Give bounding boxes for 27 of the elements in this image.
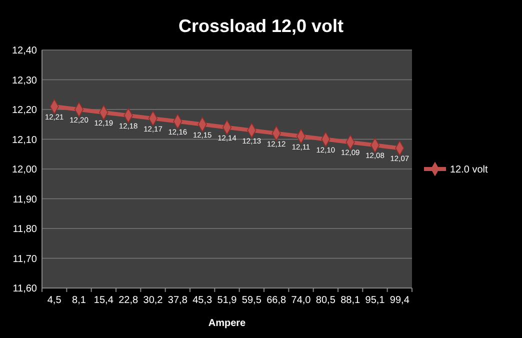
x-tick-label: 66,8 [266, 295, 286, 306]
x-axis-title: Ampere [208, 318, 246, 329]
y-tick-label: 12,00 [12, 164, 38, 176]
chart-title: Crossload 12,0 volt [178, 16, 344, 36]
x-tick-label: 74,0 [291, 295, 312, 306]
x-tick-label: 99,4 [390, 295, 410, 306]
y-tick-label: 12,10 [12, 134, 38, 146]
y-tick-label: 11,70 [12, 254, 38, 265]
x-tick-label: 80,5 [316, 295, 336, 306]
x-tick-label: 51,9 [217, 295, 238, 306]
x-tick-label: 88,1 [340, 295, 360, 306]
y-tick-label: 11,90 [12, 194, 38, 206]
x-tick-label: 4,5 [47, 295, 62, 306]
x-tick-label: 22,8 [118, 295, 138, 306]
x-tick-label: 95,1 [365, 295, 386, 306]
x-tick-label: 8,1 [72, 295, 86, 306]
x-tick-label: 15,4 [94, 295, 114, 306]
y-tick-label: 11,60 [12, 284, 38, 294]
x-tick-label: 45,3 [192, 295, 212, 306]
x-tick-label: 30,2 [143, 295, 164, 306]
y-tick-label: 12,20 [12, 105, 38, 116]
legend-label: 12.0 volt [450, 164, 488, 176]
y-tick-label: 12,30 [12, 75, 38, 86]
y-tick-label: 12,40 [12, 46, 38, 56]
y-tick-label: 11,80 [12, 224, 38, 235]
x-tick-label: 59,5 [242, 295, 262, 306]
x-tick-label: 37,8 [168, 295, 188, 306]
